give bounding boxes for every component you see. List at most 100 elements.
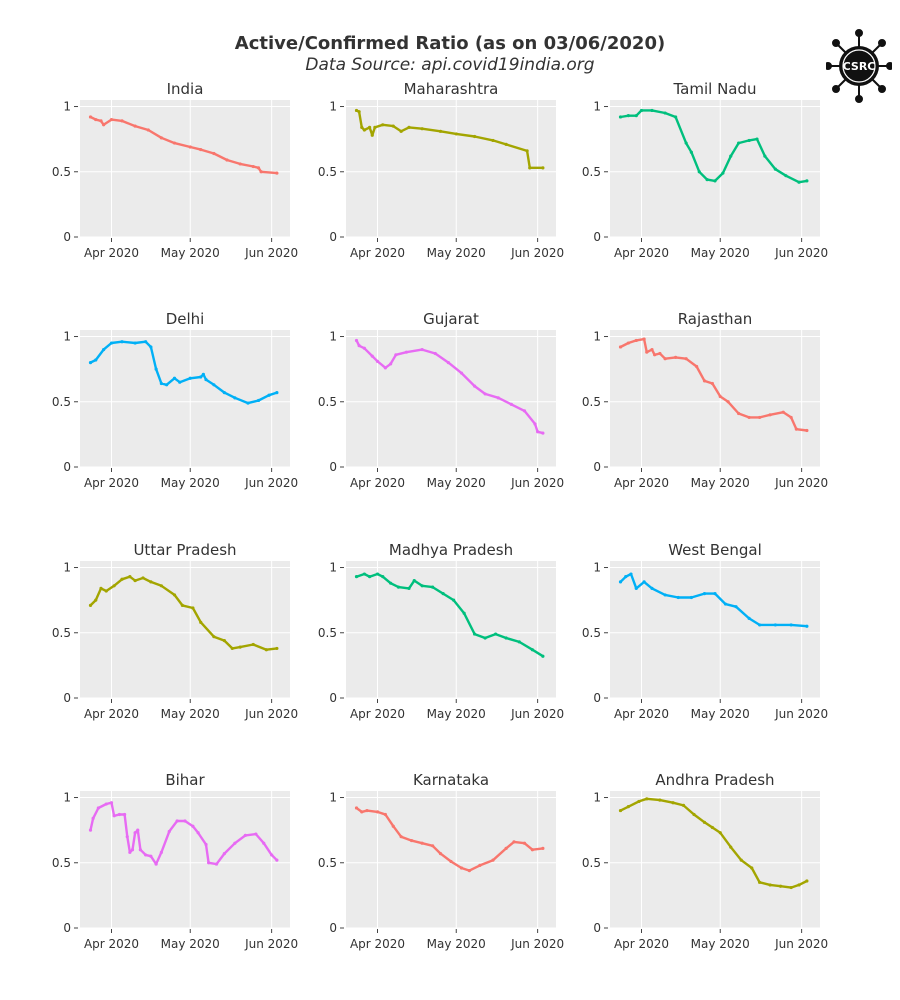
data-point [702, 379, 707, 383]
x-tick-label: May 2020 [161, 707, 220, 721]
data-point [410, 838, 414, 843]
x-tick-label: May 2020 [161, 476, 220, 490]
panel-uttar-pradesh: 0 0.5 1 Apr 2020 May 2020 Jun 2020 Uttar Prade… [52, 541, 298, 721]
data-point [141, 576, 145, 580]
data-point [773, 623, 777, 627]
data-point [354, 338, 359, 343]
data-point [407, 125, 411, 129]
panel-background [80, 791, 290, 928]
data-point [522, 841, 527, 845]
y-tick-label: 0.5 [582, 856, 601, 870]
panel-title: Maharashtra [404, 80, 499, 98]
y-tick-label: 1 [593, 561, 601, 575]
panel-west-bengal: 0 0.5 1 Apr 2020 May 2020 Jun 2020 West Bengal [582, 541, 828, 721]
y-tick-label: 0 [329, 691, 337, 705]
data-point [191, 606, 195, 610]
data-point [94, 117, 98, 122]
data-point [99, 586, 103, 591]
panel-title: Bihar [165, 771, 205, 789]
data-point [639, 108, 644, 113]
x-tick-label: Apr 2020 [614, 707, 669, 721]
data-point [431, 585, 435, 589]
data-point [634, 338, 638, 343]
data-point [354, 575, 359, 579]
data-point [256, 398, 261, 403]
data-point [251, 164, 255, 169]
data-point [149, 345, 153, 349]
x-tick-label: May 2020 [427, 476, 486, 490]
data-point [112, 814, 116, 818]
y-tick-label: 0.5 [318, 626, 337, 640]
data-point [441, 592, 445, 596]
data-point [689, 150, 693, 154]
y-tick-label: 0.5 [582, 395, 601, 409]
data-point [797, 883, 801, 887]
data-point [199, 620, 203, 624]
data-point [541, 431, 545, 435]
y-tick-label: 0 [593, 230, 601, 244]
data-point [726, 400, 730, 404]
data-point [123, 812, 127, 817]
data-point [165, 383, 169, 387]
data-point [259, 170, 263, 174]
data-point [449, 859, 453, 864]
data-point [88, 828, 93, 832]
data-point [354, 806, 359, 810]
data-point [375, 572, 380, 576]
data-point [389, 362, 393, 366]
data-point [784, 174, 788, 178]
data-point [473, 384, 477, 388]
data-point [188, 145, 192, 149]
data-point [172, 376, 177, 380]
data-point [188, 376, 192, 380]
data-point [459, 371, 464, 375]
data-point [702, 592, 707, 596]
data-point [360, 125, 364, 129]
panel-title: West Bengal [668, 541, 762, 559]
csrc-logo: CSRC [826, 29, 892, 103]
data-point [642, 580, 646, 584]
data-point [624, 575, 628, 579]
panel-background [610, 330, 820, 467]
data-point [354, 108, 359, 113]
data-point [270, 853, 274, 857]
data-point [634, 586, 638, 591]
data-point [256, 166, 261, 170]
y-tick-label: 1 [63, 791, 71, 805]
data-point [180, 603, 184, 607]
data-point [172, 593, 177, 597]
data-point [125, 835, 129, 839]
data-point [705, 177, 709, 182]
data-point [797, 180, 801, 184]
data-point [383, 812, 387, 817]
series-line-delhi [89, 340, 279, 405]
data-point [681, 803, 686, 807]
x-tick-label: Jun 2020 [774, 937, 828, 951]
data-point [246, 401, 250, 405]
y-tick-label: 1 [329, 330, 337, 344]
data-point [452, 598, 456, 602]
data-point [483, 392, 487, 396]
data-point [734, 605, 738, 609]
data-point [104, 802, 108, 806]
data-point [663, 593, 667, 597]
data-point [663, 111, 667, 115]
data-point [362, 572, 366, 576]
y-tick-label: 0 [593, 460, 601, 474]
data-point [642, 337, 646, 341]
data-point [528, 166, 532, 170]
data-point [262, 841, 266, 845]
data-point [399, 129, 403, 133]
panel-india: 0 0.5 1 Apr 2020 May 2020 Jun 2020 India [52, 80, 298, 260]
data-point [658, 798, 662, 802]
y-tick-label: 1 [593, 330, 601, 344]
data-point [183, 819, 187, 823]
data-point [233, 841, 237, 845]
data-point [394, 353, 398, 357]
data-point [805, 179, 809, 183]
data-point [404, 350, 408, 354]
panel-title: Rajasthan [678, 310, 753, 328]
x-tick-label: May 2020 [161, 246, 220, 260]
panel-background [346, 561, 556, 698]
